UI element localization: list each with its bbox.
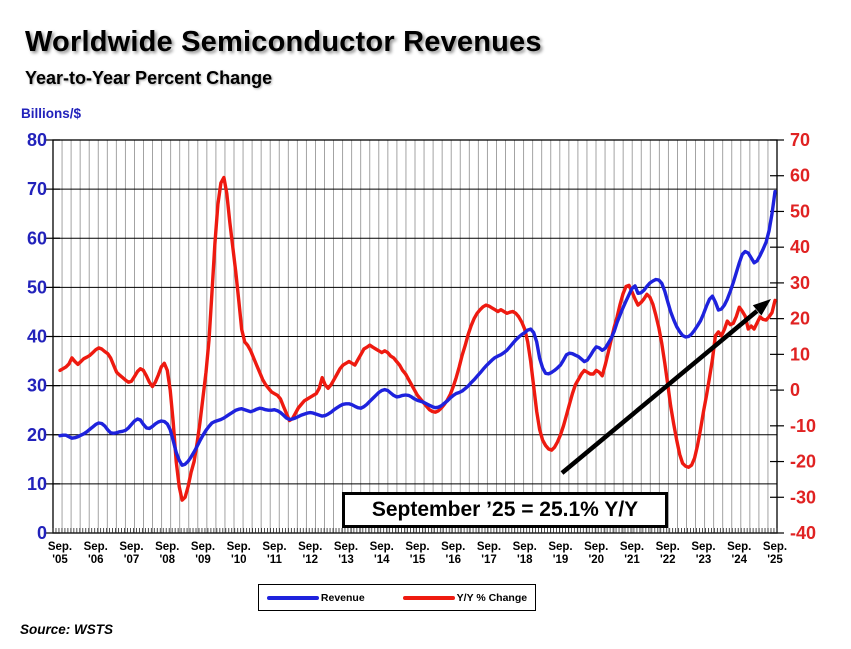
svg-text:'07: '07	[124, 554, 140, 566]
right-tick-labels: 70 60 50 40 30 20 10 0 -10 -20 -30 -40	[790, 130, 816, 543]
svg-text:Sep.: Sep.	[298, 541, 322, 553]
x-tick-labels: Sep.'05Sep.'06Sep.'07Sep.'08Sep.'09Sep.'…	[48, 541, 787, 566]
svg-text:'14: '14	[374, 554, 390, 566]
revenue-line	[58, 189, 777, 467]
svg-text:Sep.: Sep.	[584, 541, 608, 553]
svg-text:Sep.: Sep.	[477, 541, 501, 553]
svg-text:Sep.: Sep.	[620, 541, 644, 553]
svg-text:'25: '25	[767, 554, 783, 566]
svg-text:Sep.: Sep.	[763, 541, 787, 553]
svg-text:Sep.: Sep.	[262, 541, 286, 553]
svg-text:'09: '09	[195, 554, 211, 566]
legend-label-yoy: Y/Y % Change	[456, 591, 528, 604]
svg-text:'17: '17	[481, 554, 497, 566]
legend: Revenue Y/Y % Change	[258, 584, 536, 611]
left-tick-labels: 80 70 60 50 40 30 20 10 0	[27, 130, 47, 543]
svg-text:Sep.: Sep.	[548, 541, 572, 553]
annotation-text: September ’25 = 25.1% Y/Y	[371, 498, 639, 521]
svg-text:'12: '12	[302, 554, 318, 566]
svg-text:'18: '18	[517, 554, 533, 566]
svg-text:70: 70	[790, 130, 810, 150]
svg-text:50: 50	[790, 201, 810, 221]
svg-text:'10: '10	[231, 554, 247, 566]
svg-text:'22: '22	[660, 554, 676, 566]
svg-text:'24: '24	[731, 554, 747, 566]
svg-text:'13: '13	[338, 554, 354, 566]
svg-text:Sep.: Sep.	[48, 541, 72, 553]
svg-text:Sep.: Sep.	[513, 541, 537, 553]
svg-text:'06: '06	[88, 554, 104, 566]
svg-text:-30: -30	[790, 487, 816, 507]
svg-text:80: 80	[27, 130, 47, 150]
svg-text:'11: '11	[267, 554, 282, 566]
legend-item-revenue: Revenue	[266, 591, 365, 604]
svg-text:Sep.: Sep.	[727, 541, 751, 553]
svg-text:Sep.: Sep.	[155, 541, 179, 553]
svg-text:10: 10	[790, 344, 810, 364]
svg-text:Sep.: Sep.	[191, 541, 215, 553]
left-axis-title: Billions/$	[21, 106, 82, 121]
source-note: Source: WSTS	[20, 622, 114, 637]
axis-ticks	[46, 139, 784, 534]
svg-text:Sep.: Sep.	[691, 541, 715, 553]
svg-text:70: 70	[27, 179, 47, 199]
svg-text:'15: '15	[410, 554, 426, 566]
svg-text:50: 50	[27, 277, 47, 297]
svg-text:0: 0	[37, 523, 47, 543]
chart-subtitle: Year-to-Year Percent Change	[25, 68, 273, 88]
svg-text:Sep.: Sep.	[656, 541, 680, 553]
svg-text:Sep.: Sep.	[370, 541, 394, 553]
chart-title: Worldwide Semiconductor Revenues	[25, 26, 542, 58]
svg-text:40: 40	[790, 237, 810, 257]
svg-text:0: 0	[790, 380, 800, 400]
svg-text:40: 40	[27, 327, 47, 347]
revenue-line-swatch	[266, 595, 319, 600]
svg-text:'20: '20	[588, 554, 604, 566]
legend-item-yoy: Y/Y % Change	[402, 591, 528, 604]
svg-text:'19: '19	[553, 554, 569, 566]
yoy-line	[58, 175, 777, 502]
svg-text:60: 60	[27, 228, 47, 248]
svg-text:60: 60	[790, 166, 810, 186]
svg-text:-10: -10	[790, 416, 816, 436]
svg-text:'05: '05	[52, 554, 68, 566]
svg-text:-40: -40	[790, 523, 816, 543]
svg-text:Sep.: Sep.	[119, 541, 143, 553]
svg-text:30: 30	[790, 273, 810, 293]
svg-text:Sep.: Sep.	[84, 541, 108, 553]
svg-text:20: 20	[27, 425, 47, 445]
legend-label-revenue: Revenue	[320, 591, 365, 604]
trend-arrow	[560, 299, 771, 475]
svg-text:Sep.: Sep.	[227, 541, 251, 553]
svg-text:'16: '16	[445, 554, 461, 566]
annotation-callout: September ’25 = 25.1% Y/Y	[342, 492, 668, 528]
svg-text:'21: '21	[624, 554, 640, 566]
svg-text:Sep.: Sep.	[405, 541, 429, 553]
svg-text:Sep.: Sep.	[334, 541, 358, 553]
svg-text:20: 20	[790, 309, 810, 329]
svg-text:'08: '08	[159, 554, 175, 566]
svg-text:30: 30	[27, 376, 47, 396]
svg-text:Sep.: Sep.	[441, 541, 465, 553]
svg-text:'23: '23	[696, 554, 712, 566]
svg-text:10: 10	[27, 474, 47, 494]
yoy-line-swatch	[402, 595, 455, 600]
svg-text:-20: -20	[790, 452, 816, 472]
